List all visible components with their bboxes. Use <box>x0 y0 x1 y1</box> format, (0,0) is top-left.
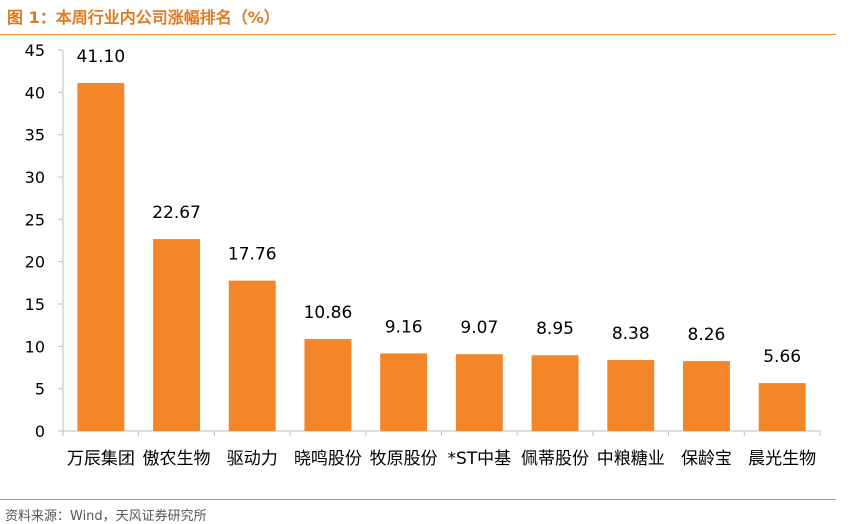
y-tick-label: 20 <box>25 253 45 272</box>
bar-value-label: 22.67 <box>152 203 201 223</box>
y-tick-label: 0 <box>35 422 45 441</box>
x-category-label: 傲农生物 <box>143 449 211 469</box>
bar-value-label: 9.07 <box>460 318 498 338</box>
figure-title: 图 1：本周行业内公司涨幅排名（%） <box>7 8 280 27</box>
y-tick-label: 30 <box>25 168 45 187</box>
x-category-label: 牧原股份 <box>370 449 438 469</box>
x-category-label: 中粮糖业 <box>597 449 665 469</box>
y-tick-label: 5 <box>35 380 45 399</box>
bar-value-label: 10.86 <box>304 303 353 323</box>
bar <box>531 355 579 431</box>
bar <box>455 354 503 431</box>
y-tick-label: 10 <box>25 337 45 356</box>
bar <box>77 83 125 432</box>
bar <box>380 353 428 431</box>
bar-value-label: 17.76 <box>228 245 277 265</box>
bar-value-label: 41.10 <box>77 47 126 67</box>
bar <box>682 361 730 431</box>
bar <box>607 360 655 431</box>
bar <box>228 280 276 431</box>
x-category-label: 佩蒂股份 <box>521 449 589 469</box>
x-category-label: 驱动力 <box>227 449 278 469</box>
bar <box>758 383 806 431</box>
x-category-label: 保龄宝 <box>681 449 732 469</box>
title-divider <box>0 34 836 35</box>
bar-series <box>77 83 806 432</box>
bar <box>153 239 201 431</box>
y-tick-label: 25 <box>25 210 45 229</box>
bar-value-label: 5.66 <box>763 347 801 367</box>
x-axis: 万辰集团 傲农生物 驱动力 晓鸣股份 牧原股份 *ST中基 佩蒂股份 中粮糖业 保龄宝 晨光生物 <box>62 430 821 469</box>
source-divider <box>0 499 836 500</box>
x-category-label: 晨光生物 <box>748 449 816 469</box>
source-note: 资料来源：Wind，天风证券研究所 <box>5 509 207 524</box>
x-category-label: 晓鸣股份 <box>294 449 362 469</box>
data-labels: 41.10 22.67 17.76 10.86 9.16 9.07 8.95 8.38 8.26… <box>77 47 802 367</box>
bar-chart: 0 5 10 15 20 25 30 35 40 45 万辰集团 傲农生物 驱动力 晓鸣股份 牧原股份 *S… <box>25 41 821 469</box>
y-tick-label: 45 <box>25 41 45 60</box>
bar-value-label: 8.95 <box>536 319 574 339</box>
bar-value-label: 8.38 <box>612 324 650 344</box>
y-tick-label: 15 <box>25 295 45 314</box>
bar <box>304 339 352 431</box>
y-tick-label: 35 <box>25 126 45 145</box>
bar-value-label: 9.16 <box>385 317 423 337</box>
y-tick-label: 40 <box>25 83 45 102</box>
bar-value-label: 8.26 <box>688 325 726 345</box>
y-axis: 0 5 10 15 20 25 30 35 40 45 <box>25 41 64 441</box>
x-category-label: 万辰集团 <box>67 449 135 469</box>
x-category-label: *ST中基 <box>448 449 512 469</box>
